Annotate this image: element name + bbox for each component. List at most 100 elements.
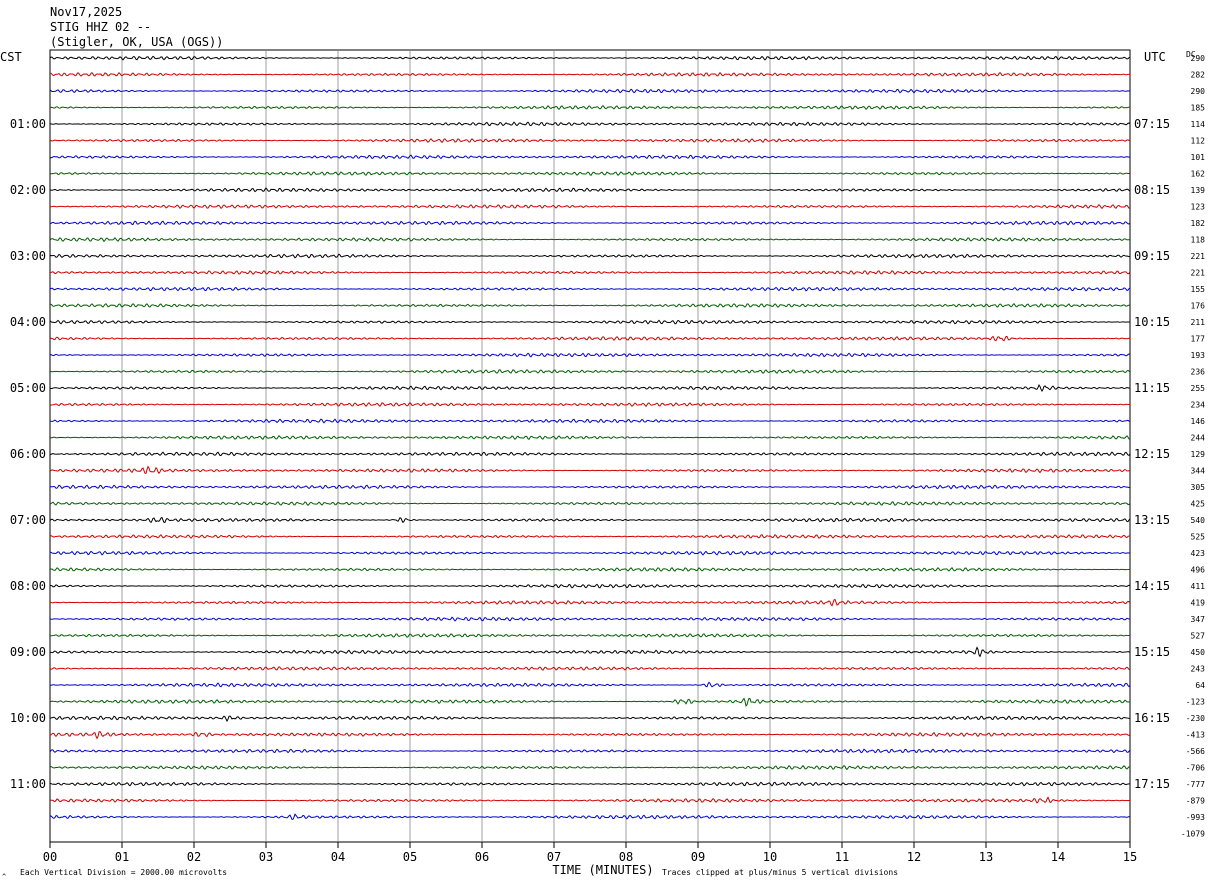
right-hour-label: 07:15 xyxy=(1134,117,1170,131)
dc-offset-label: 347 xyxy=(1191,615,1206,624)
dc-offset-label: 112 xyxy=(1191,137,1206,146)
trace-row xyxy=(49,550,1131,556)
dc-offset-label: 193 xyxy=(1191,351,1206,360)
header-date: Nov17,2025 xyxy=(50,5,122,19)
trace-row xyxy=(49,796,1131,804)
trace-row xyxy=(49,583,1131,589)
trace-row xyxy=(49,204,1131,210)
left-hour-label: 11:00 xyxy=(10,777,46,791)
dc-offset-label: 182 xyxy=(1191,219,1206,228)
dc-offset-label: 211 xyxy=(1191,318,1206,327)
trace-row xyxy=(49,352,1131,358)
dc-offset-label: 496 xyxy=(1191,566,1206,575)
trace-row xyxy=(49,566,1131,572)
right-hour-label: 11:15 xyxy=(1134,381,1170,395)
x-tick-label: 04 xyxy=(331,850,345,864)
dc-offset-label: -777 xyxy=(1186,780,1205,789)
left-hour-label: 03:00 xyxy=(10,249,46,263)
dc-offset-label: -993 xyxy=(1186,813,1205,822)
trace-row xyxy=(49,616,1131,622)
trace-row xyxy=(49,138,1131,144)
left-hour-label: 10:00 xyxy=(10,711,46,725)
dc-offset-label: 146 xyxy=(1191,417,1206,426)
x-tick-label: 15 xyxy=(1123,850,1137,864)
dc-offset-label: 290 xyxy=(1191,87,1206,96)
x-tick-label: 06 xyxy=(475,850,489,864)
trace-row xyxy=(49,369,1131,374)
dc-offset-label: 540 xyxy=(1191,516,1206,525)
x-axis-title: TIME (MINUTES) xyxy=(552,863,653,877)
trace-row xyxy=(49,533,1131,539)
dc-offset-label: 255 xyxy=(1191,384,1206,393)
right-hour-label: 10:15 xyxy=(1134,315,1170,329)
x-tick-label: 10 xyxy=(763,850,777,864)
dc-offset-label: -413 xyxy=(1186,731,1205,740)
x-tick-label: 01 xyxy=(115,850,129,864)
dc-offset-label: 221 xyxy=(1191,252,1206,261)
footer-clip-note: Traces clipped at plus/minus 5 vertical … xyxy=(662,868,898,877)
dc-offset-label: 221 xyxy=(1191,269,1206,278)
trace-row xyxy=(49,434,1131,440)
dc-offset-label: 344 xyxy=(1191,467,1206,476)
dc-offset-labels: 290 282 290 185 114 112 101 162 139 123 182 118 221 2… xyxy=(1181,54,1205,839)
header-station: STIG HHZ 02 -- xyxy=(50,20,151,34)
dc-offset-label: 419 xyxy=(1191,599,1206,608)
x-tick-label: 03 xyxy=(259,850,273,864)
trace-row xyxy=(49,715,1131,723)
trace-row xyxy=(49,335,1131,342)
dc-offset-label: -879 xyxy=(1186,797,1205,806)
footer-scale-note: Each Vertical Division = 2000.00 microvo… xyxy=(20,868,227,877)
trace-row xyxy=(49,484,1131,490)
dc-offset-label: 64 xyxy=(1195,681,1205,690)
dc-offset-label: 155 xyxy=(1191,285,1206,294)
dc-label: DC xyxy=(1186,50,1196,59)
x-axis-ticks: 00 01 02 03 04 05 06 07 08 09 10 11 12 13 14 15 xyxy=(43,842,1137,864)
dc-offset-label: 423 xyxy=(1191,549,1206,558)
trace-row xyxy=(49,781,1131,787)
left-hour-label: 05:00 xyxy=(10,381,46,395)
left-hour-label: 07:00 xyxy=(10,513,46,527)
trace-rows xyxy=(49,55,1131,820)
trace-row xyxy=(49,501,1131,507)
trace-row xyxy=(49,121,1131,127)
trace-row xyxy=(49,383,1131,392)
trace-row xyxy=(49,764,1131,771)
left-hour-label: 09:00 xyxy=(10,645,46,659)
trace-row xyxy=(49,730,1131,740)
corner-mark: ^ xyxy=(2,873,6,881)
dc-offset-label: 162 xyxy=(1191,170,1206,179)
trace-row xyxy=(49,220,1131,226)
dc-offset-label: 305 xyxy=(1191,483,1206,492)
trace-row xyxy=(49,666,1131,671)
dc-offset-label: 118 xyxy=(1191,236,1206,245)
right-hour-label: 14:15 xyxy=(1134,579,1170,593)
trace-row xyxy=(49,681,1131,688)
x-tick-label: 13 xyxy=(979,850,993,864)
trace-row xyxy=(49,646,1131,658)
dc-offset-label: 177 xyxy=(1191,335,1206,344)
dc-offset-label: 129 xyxy=(1191,450,1206,459)
trace-row xyxy=(49,302,1131,308)
dc-offset-label: 176 xyxy=(1191,302,1206,311)
x-tick-label: 07 xyxy=(547,850,561,864)
left-hour-labels: 01:00 02:00 03:00 04:00 05:00 06:00 07:00 08:00… xyxy=(10,117,46,791)
dc-offset-label: 525 xyxy=(1191,533,1206,542)
dc-offset-label: 425 xyxy=(1191,500,1206,509)
trace-row xyxy=(50,451,1131,457)
x-tick-label: 09 xyxy=(691,850,705,864)
dc-offset-label: 244 xyxy=(1191,434,1206,443)
trace-row xyxy=(49,401,1131,408)
dc-offset-label: 282 xyxy=(1191,71,1206,80)
trace-row xyxy=(49,516,1131,524)
dc-offset-label: 450 xyxy=(1191,648,1206,657)
trace-row xyxy=(49,187,1131,193)
dc-offset-label: -566 xyxy=(1186,747,1205,756)
trace-row xyxy=(49,418,1131,424)
x-tick-label: 00 xyxy=(43,850,57,864)
trace-row xyxy=(49,633,1131,638)
x-tick-label: 05 xyxy=(403,850,417,864)
trace-row xyxy=(49,55,1131,61)
trace-row xyxy=(49,154,1131,160)
dc-offset-label: -123 xyxy=(1186,698,1205,707)
